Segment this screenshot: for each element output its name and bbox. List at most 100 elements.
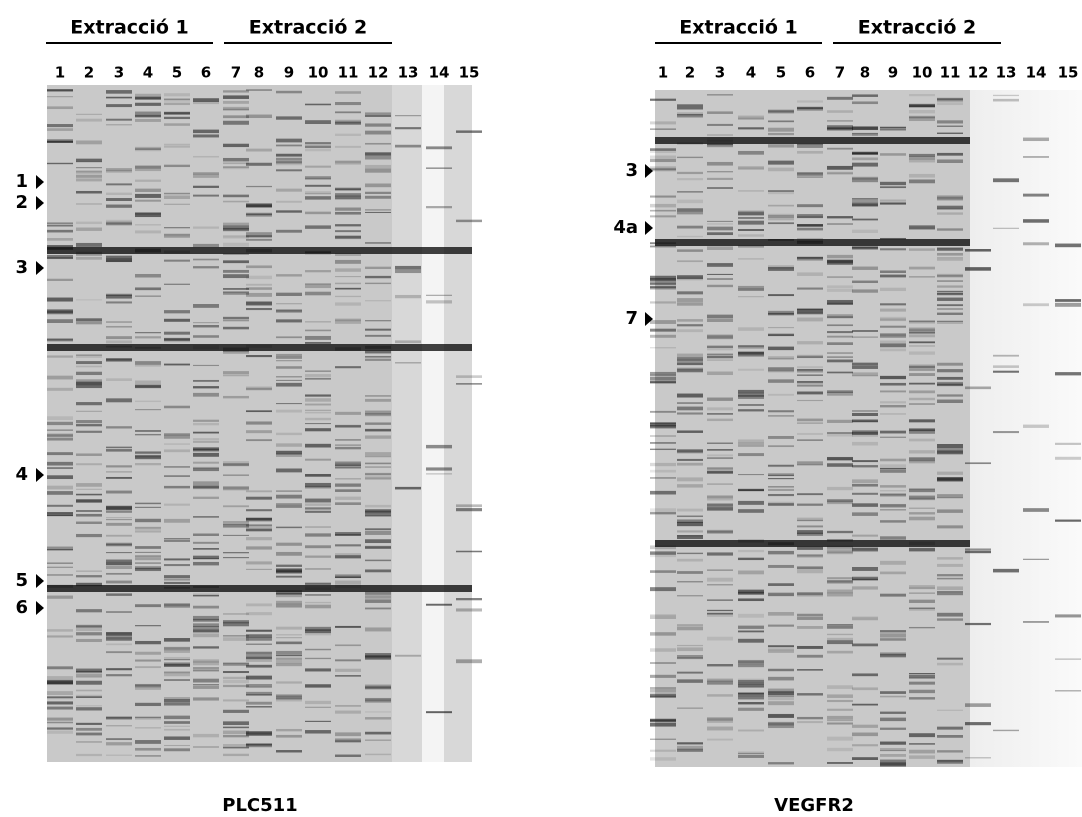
band (135, 188, 161, 192)
band (193, 496, 219, 499)
band (797, 721, 823, 724)
band (365, 112, 391, 117)
band (768, 762, 794, 765)
band (276, 681, 302, 684)
band (852, 483, 878, 487)
band (456, 504, 482, 508)
band (193, 678, 219, 683)
band (677, 522, 703, 527)
band (909, 607, 935, 611)
band (827, 356, 853, 358)
band (797, 257, 823, 259)
band (47, 504, 73, 507)
band (76, 118, 102, 122)
band (426, 146, 452, 150)
band (797, 214, 823, 219)
band (276, 637, 302, 639)
band (76, 381, 102, 386)
band (335, 212, 361, 214)
band (193, 625, 219, 630)
band (909, 460, 935, 463)
band (797, 374, 823, 376)
band (827, 736, 853, 741)
band (335, 659, 361, 662)
band (738, 549, 764, 553)
band (135, 506, 161, 508)
band (852, 126, 878, 130)
band (246, 643, 272, 645)
band (909, 488, 935, 493)
band (335, 496, 361, 500)
band (738, 351, 764, 355)
band (768, 204, 794, 207)
band (880, 303, 906, 306)
band (677, 357, 703, 361)
band (135, 385, 161, 389)
band (223, 227, 249, 231)
band (305, 142, 331, 145)
band (768, 464, 794, 467)
band (707, 161, 733, 166)
band (707, 220, 733, 222)
band (738, 409, 764, 412)
band (707, 171, 733, 173)
band (880, 333, 906, 337)
band (797, 461, 823, 465)
band (76, 113, 102, 116)
band (797, 106, 823, 110)
band (135, 118, 161, 122)
band (797, 566, 823, 570)
lane-label: 13 (398, 64, 419, 82)
band (335, 532, 361, 536)
band (707, 111, 733, 114)
band (395, 269, 421, 274)
band (937, 376, 963, 380)
lane-label: 7 (231, 64, 241, 82)
band (937, 477, 963, 481)
band (135, 199, 161, 202)
band (76, 365, 102, 368)
band (335, 553, 361, 556)
band (365, 452, 391, 456)
band (852, 757, 878, 760)
band (223, 253, 249, 255)
band (335, 160, 361, 163)
band (164, 363, 190, 366)
band (135, 568, 161, 572)
band (768, 367, 794, 372)
band (707, 612, 733, 615)
band (246, 691, 272, 695)
band (246, 283, 272, 286)
band (246, 684, 272, 688)
band (164, 558, 190, 560)
band (768, 647, 794, 651)
band (707, 552, 733, 556)
band (677, 508, 703, 512)
band (1055, 302, 1081, 307)
band (305, 582, 331, 585)
band (106, 104, 132, 108)
band (738, 439, 764, 443)
band (650, 477, 676, 479)
band (677, 535, 703, 539)
band (677, 595, 703, 597)
band (768, 120, 794, 123)
band (797, 432, 823, 435)
band (276, 409, 302, 413)
band (937, 247, 963, 250)
band (909, 429, 935, 432)
band (47, 727, 73, 730)
band (135, 193, 161, 198)
band (193, 438, 219, 441)
band (47, 278, 73, 281)
band (650, 195, 676, 198)
band (223, 746, 249, 749)
band (47, 124, 73, 128)
band (768, 593, 794, 597)
band (335, 111, 361, 114)
band (135, 114, 161, 118)
band (707, 284, 733, 288)
band (797, 493, 823, 496)
band (365, 462, 391, 465)
band (106, 522, 132, 526)
